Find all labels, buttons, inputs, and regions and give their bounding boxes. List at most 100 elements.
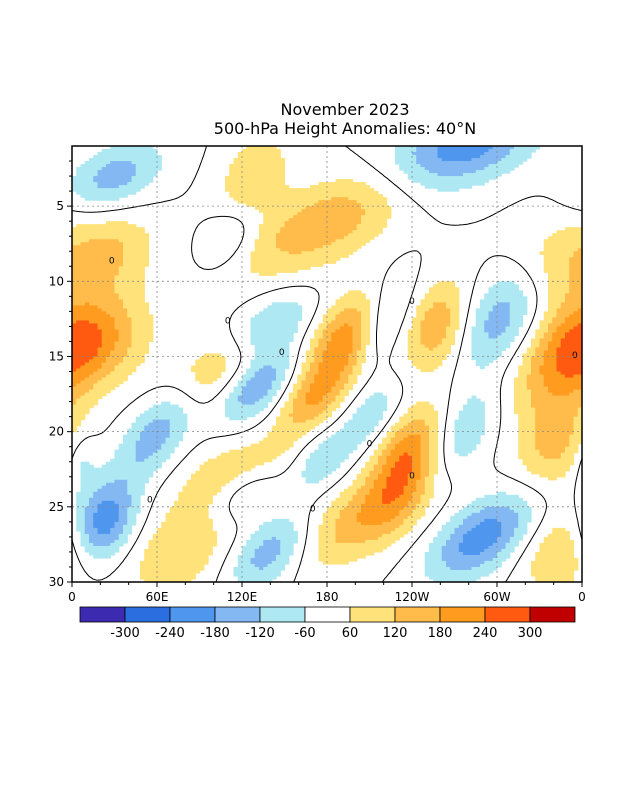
field-cell [280, 362, 286, 367]
field-cell [356, 533, 362, 538]
field-cell [293, 266, 298, 270]
field-cell [110, 311, 116, 315]
field-cell [267, 539, 273, 544]
field-cell [169, 443, 175, 448]
field-cell [293, 206, 298, 210]
field-cell [335, 374, 341, 379]
field-cell [271, 215, 277, 219]
field-cell [118, 344, 124, 349]
field-cell [297, 392, 303, 397]
field-cell [97, 320, 103, 325]
field-cell [284, 365, 290, 370]
field-cell [331, 515, 337, 520]
field-cell [212, 458, 218, 463]
field-cell [318, 188, 324, 192]
field-cell [327, 404, 332, 409]
field-cell [331, 350, 337, 355]
field-cell [276, 161, 281, 165]
field-cell [276, 317, 281, 321]
field-cell [331, 242, 337, 246]
field-cell [335, 335, 341, 340]
field-cell [310, 236, 315, 240]
field-cell [267, 452, 273, 457]
field-cell [203, 518, 209, 523]
field-cell [106, 239, 111, 243]
field-cell [118, 497, 124, 502]
field-cell [284, 518, 290, 523]
field-cell [93, 323, 99, 328]
field-cell [322, 326, 328, 331]
field-cell [131, 338, 137, 343]
field-cell [110, 275, 116, 279]
field-cell [339, 512, 345, 517]
field-cell [123, 350, 128, 355]
field-cell [288, 335, 294, 340]
field-cell [144, 452, 150, 457]
field-cell [93, 284, 99, 288]
field-cell [361, 200, 366, 204]
field-cell [267, 239, 273, 243]
field-cell [131, 287, 137, 291]
field-cell [259, 371, 264, 376]
field-cell [301, 251, 307, 255]
field-cell [135, 314, 141, 318]
field-cell [80, 164, 86, 168]
field-cell [352, 332, 358, 337]
field-cell [106, 278, 111, 282]
field-cell [310, 383, 315, 388]
field-cell [148, 419, 154, 424]
field-cell [305, 362, 311, 367]
field-cell [114, 251, 120, 255]
field-cell [335, 557, 341, 562]
field-cell [84, 233, 90, 237]
field-cell [331, 545, 337, 550]
field-cell [344, 434, 349, 439]
field-cell [101, 524, 107, 529]
field-cell [331, 206, 337, 210]
field-cell [144, 560, 150, 565]
field-cell [322, 464, 328, 469]
field-cell [106, 554, 111, 559]
field-cell [322, 380, 328, 385]
field-cell [169, 506, 175, 511]
field-cell [297, 404, 303, 409]
field-cell [301, 413, 307, 418]
field-cell [157, 458, 162, 463]
field-cell [250, 362, 256, 367]
field-cell [356, 482, 362, 487]
field-cell [305, 410, 311, 415]
field-cell [101, 506, 107, 511]
field-cell [297, 422, 303, 427]
field-cell [348, 368, 354, 373]
field-cell [271, 551, 277, 556]
field-cell [148, 434, 154, 439]
field-cell [161, 557, 167, 562]
field-cell [276, 206, 281, 210]
field-cell [144, 257, 150, 261]
field-cell [280, 347, 286, 352]
field-cell [254, 575, 260, 580]
field-cell [212, 461, 218, 466]
field-cell [182, 497, 188, 502]
field-cell [250, 194, 256, 198]
field-cell [242, 404, 247, 409]
field-cell [169, 569, 175, 574]
field-cell [76, 356, 82, 361]
field-cell [186, 542, 192, 547]
field-cell [101, 176, 107, 180]
field-cell [348, 425, 354, 430]
field-cell [80, 473, 86, 478]
field-cell [263, 380, 269, 385]
field-cell [80, 185, 86, 189]
field-cell [263, 560, 269, 565]
field-cell [178, 557, 184, 562]
field-cell [131, 476, 137, 481]
field-cell [123, 344, 128, 349]
field-cell [288, 224, 294, 228]
field-cell [335, 245, 341, 249]
field-cell [297, 242, 303, 246]
field-cell [280, 365, 286, 370]
field-cell [276, 248, 281, 252]
field-cell [127, 329, 133, 334]
field-cell [339, 551, 345, 556]
